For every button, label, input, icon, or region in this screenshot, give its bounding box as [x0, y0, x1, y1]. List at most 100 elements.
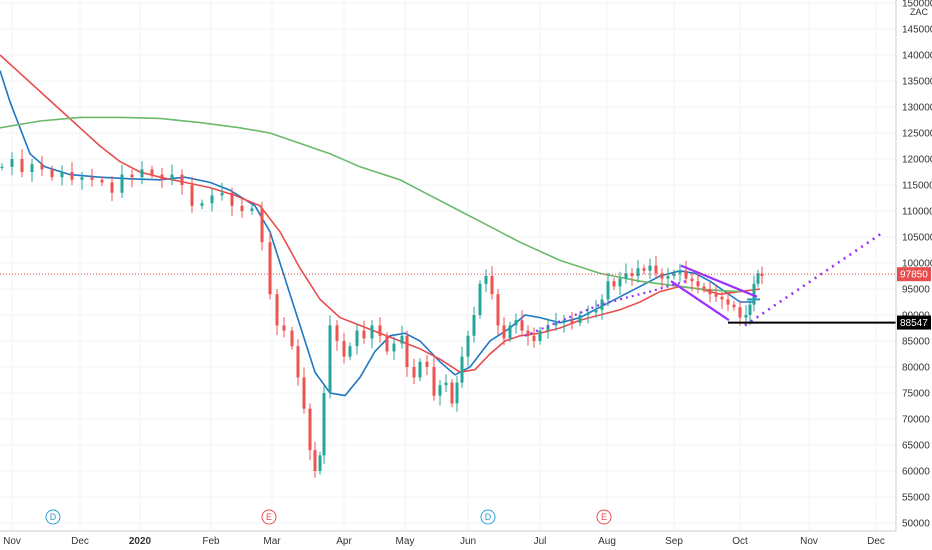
x-tick-label: May — [396, 536, 415, 547]
candle-body — [302, 377, 306, 409]
candle-body — [130, 174, 134, 178]
candle-body — [308, 408, 312, 451]
candle-body — [10, 159, 14, 167]
moving-average-line — [0, 116, 741, 293]
candle-body — [432, 367, 436, 396]
price-axis[interactable]: 50000 55000 60000 65000 70000 75000 80000 85000… — [895, 0, 932, 531]
y-tick-label: 50000 — [902, 519, 930, 530]
candle-body — [554, 322, 558, 326]
y-tick-label: 105000 — [902, 233, 932, 244]
candle-body — [684, 270, 688, 279]
candle-body — [466, 335, 470, 357]
candle-body — [120, 174, 124, 193]
y-tick-label: 80000 — [902, 363, 930, 374]
candle-body — [180, 174, 184, 185]
candle-body — [752, 283, 756, 305]
dotted-trend-line — [524, 280, 687, 337]
candle-body — [696, 281, 700, 287]
candle-body — [444, 382, 448, 386]
x-tick-label: 2020 — [129, 536, 152, 547]
y-tick-label: 135000 — [902, 77, 932, 88]
time-axis[interactable]: Nov Dec 2020 Feb Mar Apr May Jun Jul Aug Sep Oct Nov… — [0, 530, 896, 547]
event-marker — [596, 509, 612, 525]
candle-body — [546, 325, 550, 331]
candle-body — [0, 166, 4, 168]
x-tick-label: Dec — [867, 536, 885, 547]
candle-body — [418, 361, 422, 378]
candle-body — [313, 450, 317, 471]
candle-body — [760, 273, 764, 276]
y-tick-label: 70000 — [902, 415, 930, 426]
candle-body — [666, 276, 670, 279]
candle-body — [450, 382, 454, 404]
candle-body — [385, 335, 389, 352]
candle-body — [624, 273, 628, 279]
candle-body — [612, 281, 616, 287]
y-tick-label: 140000 — [902, 51, 932, 62]
candle-body — [660, 273, 664, 279]
y-tick-label: 75000 — [902, 389, 930, 400]
candle-body — [496, 294, 500, 326]
candle-body — [318, 455, 322, 471]
candle-body — [702, 286, 706, 289]
candle-body — [690, 278, 694, 282]
event-marker — [45, 509, 61, 525]
candle-body — [140, 169, 144, 178]
candle-body — [490, 276, 494, 295]
candle-body — [672, 273, 676, 276]
channel-line — [670, 280, 730, 322]
candle-body — [412, 367, 416, 378]
candle-body — [170, 174, 174, 180]
x-tick-label: Nov — [800, 536, 818, 547]
x-tick-label: Aug — [598, 536, 616, 547]
y-tick-label: 130000 — [902, 103, 932, 114]
projection-line — [744, 230, 885, 327]
candle-body — [502, 325, 506, 339]
candle-body — [756, 273, 760, 284]
candle-body — [250, 208, 254, 211]
candle-body — [586, 312, 590, 315]
x-tick-label: Mar — [263, 536, 281, 547]
candle-body — [600, 299, 604, 310]
candle-body — [425, 361, 429, 367]
candle-body — [748, 304, 752, 315]
x-tick-label: Oct — [732, 536, 748, 547]
candle-body — [60, 172, 64, 178]
candle-body — [70, 172, 74, 180]
moving-average-lines — [0, 54, 761, 397]
candle-body — [200, 203, 204, 206]
y-tick-label: 95000 — [902, 285, 930, 296]
event-marker-label: D — [50, 512, 57, 522]
candle-body — [578, 315, 582, 323]
candle-body — [648, 265, 652, 271]
candle-body — [260, 208, 264, 243]
y-tick-label: 100000 — [902, 259, 932, 270]
chart-drawings[interactable] — [0, 230, 896, 337]
y-tick-label: 85000 — [902, 337, 930, 348]
candle-body — [268, 242, 272, 295]
candle-body — [90, 177, 94, 180]
y-tick-label: 110000 — [902, 207, 932, 218]
candle-body — [594, 309, 598, 313]
candle-body — [538, 330, 542, 341]
candle-body — [20, 159, 24, 172]
candle-body — [720, 296, 724, 300]
y-tick-label: 60000 — [902, 467, 930, 478]
candle-body — [335, 325, 339, 341]
event-marker-label: E — [601, 512, 607, 522]
event-marker — [480, 509, 496, 525]
x-tick-label: Nov — [3, 536, 21, 547]
candle-body — [526, 330, 530, 336]
candle-body — [618, 278, 622, 287]
candle-body — [532, 335, 536, 341]
y-tick-label: 125000 — [902, 129, 932, 140]
candle-body — [275, 294, 279, 326]
y-tick-label: 65000 — [902, 441, 930, 452]
y-tick-label: 55000 — [902, 493, 930, 504]
candle-body — [460, 356, 464, 383]
candle-body — [400, 335, 404, 344]
candle-body — [80, 177, 84, 180]
candle-body — [30, 164, 34, 172]
